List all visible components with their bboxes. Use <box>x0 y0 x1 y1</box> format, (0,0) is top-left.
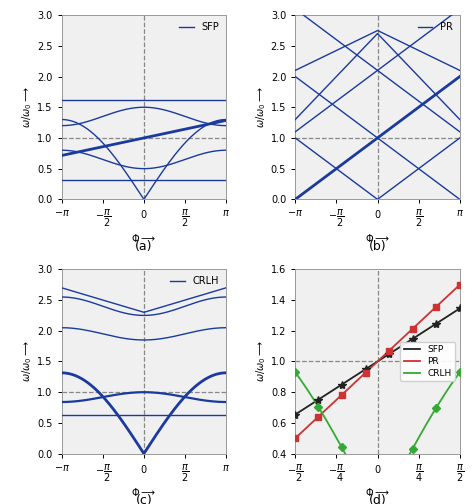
SFP <box>323 392 328 398</box>
PR <box>323 407 328 413</box>
CRLH <box>449 380 455 386</box>
SFP <box>336 383 342 389</box>
SFP <box>449 311 455 317</box>
X-axis label: $\Phi \longrightarrow$: $\Phi \longrightarrow$ <box>131 486 156 498</box>
Text: (a): (a) <box>135 240 153 253</box>
Line: PR: PR <box>295 285 460 438</box>
Y-axis label: $\omega/\omega_0 \longrightarrow$: $\omega/\omega_0 \longrightarrow$ <box>20 86 34 128</box>
CRLH <box>457 369 463 375</box>
Legend: SFP, PR, CRLH: SFP, PR, CRLH <box>401 342 455 382</box>
CRLH <box>292 369 298 375</box>
Text: (c): (c) <box>136 494 152 504</box>
PR <box>292 435 298 442</box>
Legend: SFP: SFP <box>177 20 221 34</box>
CRLH <box>323 416 328 422</box>
Y-axis label: $\omega/\omega_0 \longrightarrow$: $\omega/\omega_0 \longrightarrow$ <box>254 86 268 128</box>
SFP <box>302 405 308 411</box>
CRLH <box>299 379 305 385</box>
CRLH <box>302 384 308 390</box>
PR <box>336 394 342 400</box>
Text: (b): (b) <box>369 240 386 253</box>
Y-axis label: $\omega/\omega_0 \longrightarrow$: $\omega/\omega_0 \longrightarrow$ <box>254 341 268 383</box>
PR <box>449 289 455 295</box>
Line: CRLH: CRLH <box>295 372 460 504</box>
X-axis label: $\Phi \longrightarrow$: $\Phi \longrightarrow$ <box>131 232 156 244</box>
Text: (d): (d) <box>369 494 386 504</box>
SFP <box>443 314 448 321</box>
X-axis label: $\Phi \longrightarrow$: $\Phi \longrightarrow$ <box>365 486 390 498</box>
PR <box>443 295 448 301</box>
SFP <box>457 305 463 311</box>
Legend: CRLH: CRLH <box>169 274 221 288</box>
CRLH <box>444 388 449 394</box>
Y-axis label: $\omega/\omega_0 \longrightarrow$: $\omega/\omega_0 \longrightarrow$ <box>20 341 34 383</box>
PR <box>457 282 463 288</box>
PR <box>299 429 305 435</box>
X-axis label: $\Phi \longrightarrow$: $\Phi \longrightarrow$ <box>365 232 390 244</box>
PR <box>302 426 308 432</box>
SFP <box>292 411 298 417</box>
Legend: PR: PR <box>416 20 455 34</box>
SFP <box>299 407 305 413</box>
Line: SFP: SFP <box>295 308 460 414</box>
CRLH <box>336 439 342 446</box>
